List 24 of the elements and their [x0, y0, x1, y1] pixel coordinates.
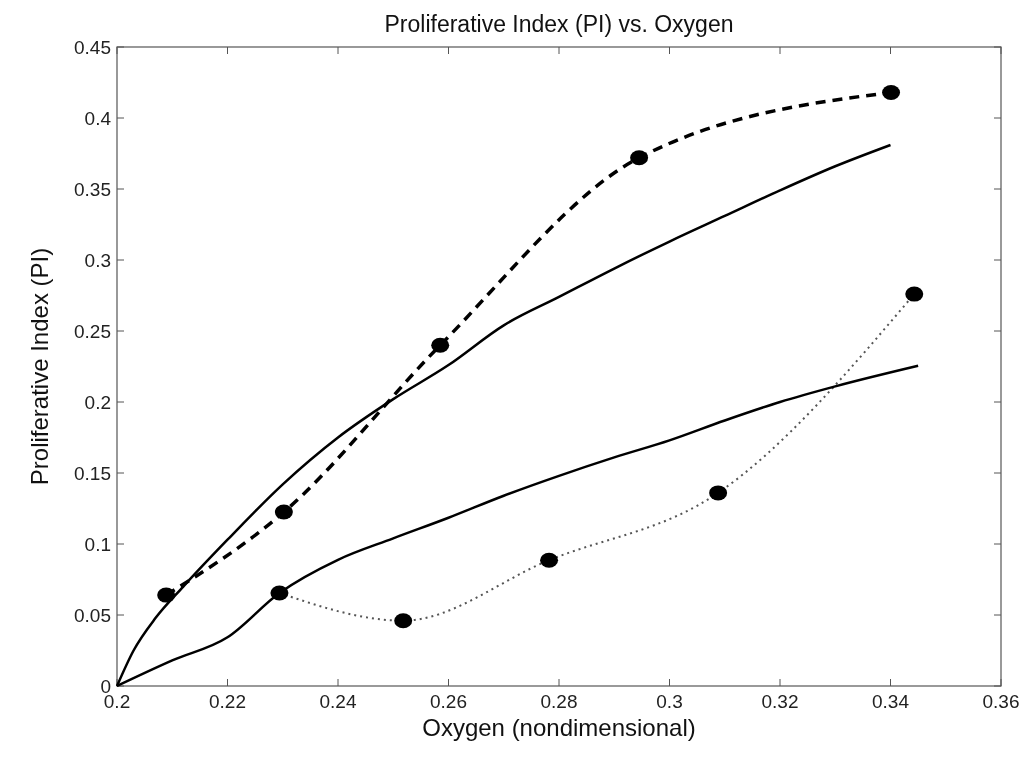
y-tick-label: 0.4 [84, 108, 112, 129]
y-tick-label: 0.25 [74, 321, 111, 342]
y-axis-title: Proliferative Index (PI) [26, 247, 53, 486]
point [274, 504, 293, 520]
y-tick-label: 0.05 [74, 605, 111, 626]
x-tick-label: 0.32 [761, 691, 799, 712]
point [630, 150, 649, 166]
y-tick-label: 0.15 [74, 463, 111, 484]
chart-title: Proliferative Index (PI) vs. Oxygen [384, 11, 734, 37]
x-tick-label: 0.3 [656, 691, 683, 712]
y-tick-label: 0.3 [84, 250, 111, 271]
y-tick-label: 0.45 [74, 37, 111, 58]
point [431, 337, 450, 353]
x-tick-label: 0.28 [540, 691, 578, 712]
x-tick-label: 0.26 [430, 691, 467, 712]
point [882, 84, 901, 100]
x-tick-label: 0.34 [872, 691, 910, 712]
x-axis-title: Oxygen (nondimensional) [422, 714, 696, 741]
y-tick-label: 0.1 [84, 534, 111, 555]
x-tick-label: 0.24 [319, 691, 357, 712]
x-tick-label: 0.22 [209, 691, 246, 712]
y-tick-label: 0.2 [84, 392, 111, 413]
x-tick-label: 0.36 [982, 691, 1020, 712]
y-tick-label: 0.35 [74, 179, 111, 200]
